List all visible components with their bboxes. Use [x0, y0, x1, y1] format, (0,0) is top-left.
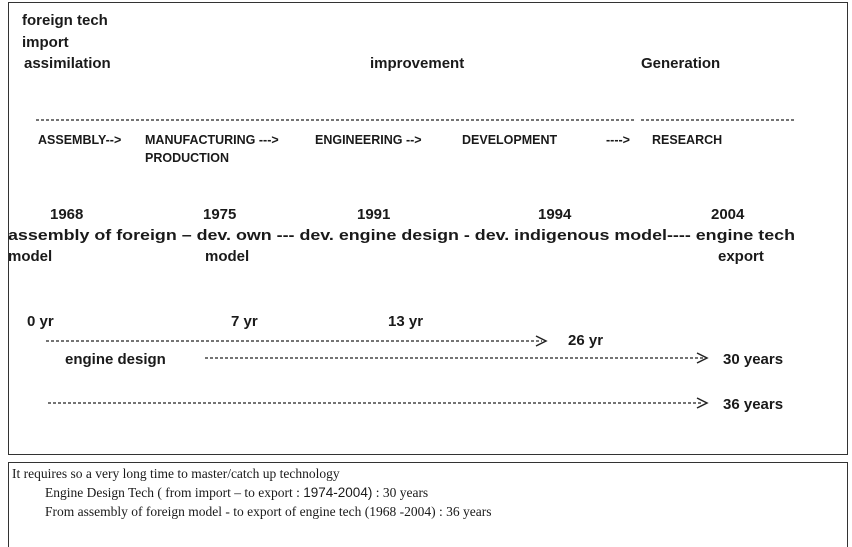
header-line: foreign tech — [22, 12, 108, 29]
notes-frame — [8, 462, 848, 547]
note-part: 1974-2004) — [303, 485, 372, 500]
year-mark: 7 yr — [231, 313, 258, 330]
year-mark: 0 yr — [27, 313, 54, 330]
stage: PRODUCTION — [145, 151, 229, 165]
year: 1975 — [203, 206, 236, 223]
stage: ----> — [606, 133, 630, 147]
header-line: assimilation — [24, 55, 111, 72]
arrow-head — [696, 397, 709, 409]
note: Engine Design Tech ( from import – to ex… — [45, 485, 428, 500]
duration: 36 years — [723, 396, 783, 413]
phase-label: Generation — [641, 55, 720, 72]
year-mark: 13 yr — [388, 313, 423, 330]
milestone-line: assembly of foreign – dev. own --- dev. … — [8, 227, 795, 244]
milestone-line: model — [205, 248, 249, 265]
stage: ASSEMBLY--> — [38, 133, 121, 147]
note: From assembly of foreign model - to expo… — [45, 504, 492, 519]
stage: ENGINEERING --> — [315, 133, 422, 147]
note-part: : 30 years — [376, 485, 428, 500]
phase-label: improvement — [370, 55, 464, 72]
milestone-line: model — [8, 248, 52, 265]
year: 1968 — [50, 206, 83, 223]
stage: MANUFACTURING ---> — [145, 133, 279, 147]
arrow-head — [535, 335, 548, 347]
milestone-line: export — [718, 248, 764, 265]
duration: 30 years — [723, 351, 783, 368]
note: It requires so a very long time to maste… — [12, 466, 340, 481]
span-label: engine design — [65, 351, 166, 368]
arrow-head — [696, 352, 709, 364]
duration: 26 yr — [568, 332, 603, 349]
year: 1991 — [357, 206, 390, 223]
year: 1994 — [538, 206, 572, 223]
main-frame — [8, 2, 848, 455]
year: 2004 — [711, 206, 745, 223]
header-line: import — [22, 34, 69, 51]
stage: DEVELOPMENT — [462, 133, 558, 147]
stage: RESEARCH — [652, 133, 722, 147]
note-part: Engine Design Tech ( from import – to ex… — [45, 485, 300, 500]
